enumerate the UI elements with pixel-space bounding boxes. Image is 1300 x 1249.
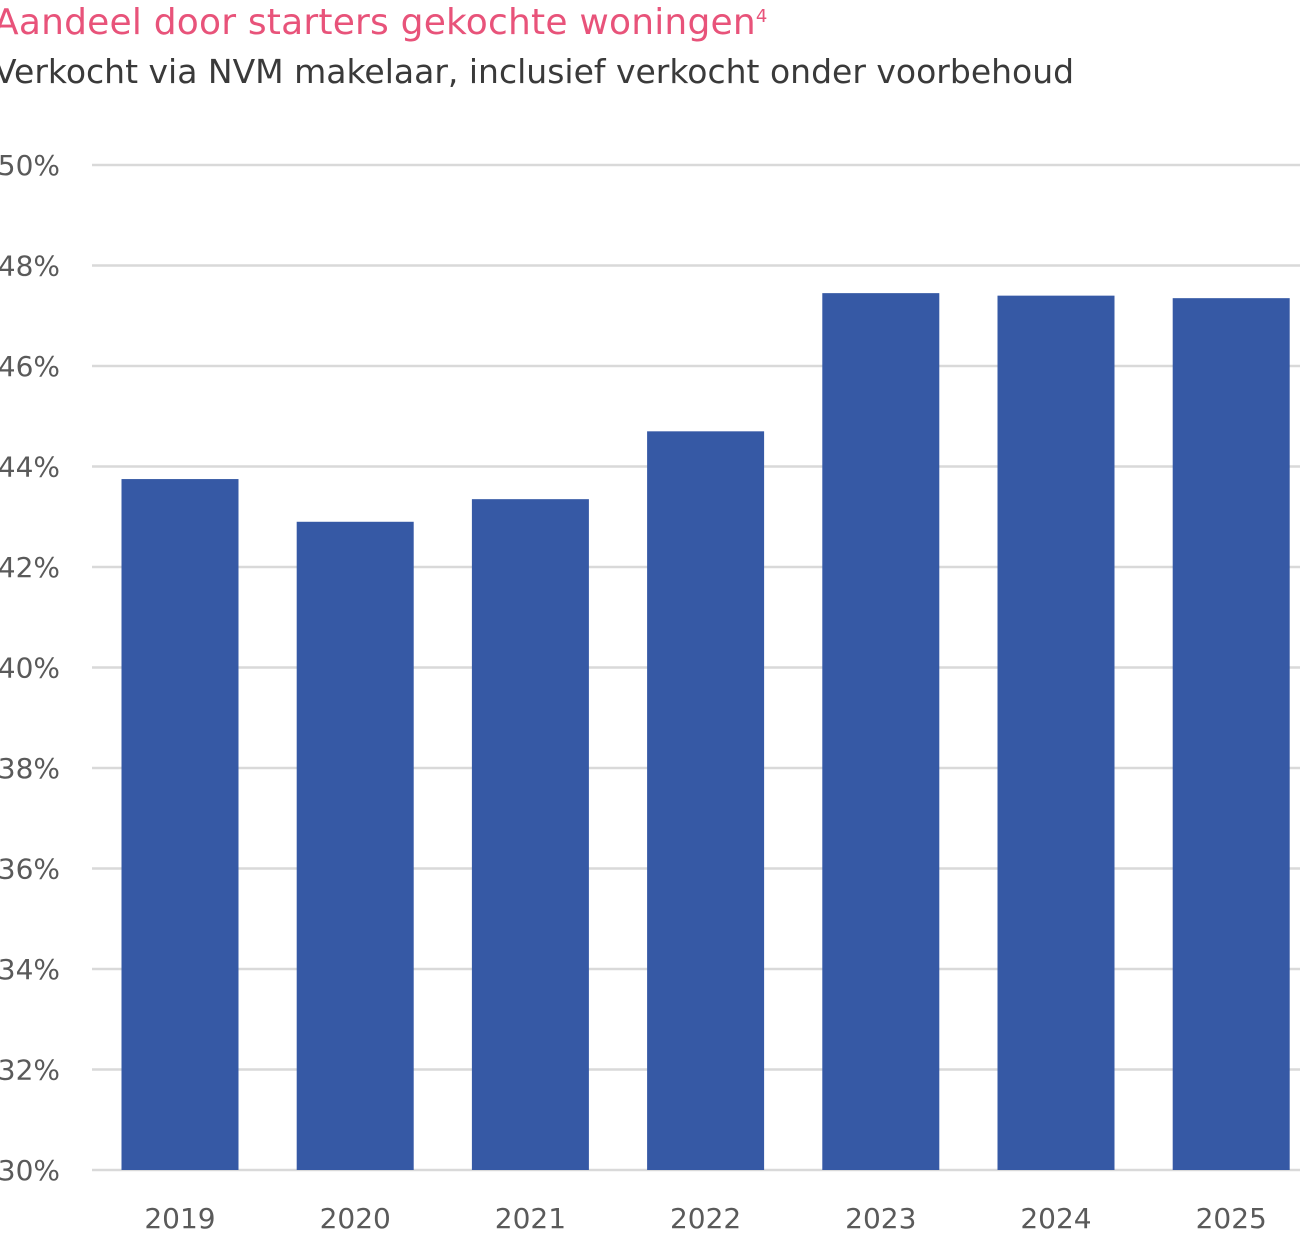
x-tick-label: 2025 <box>1196 1202 1267 1235</box>
bar-2020 <box>296 521 414 1170</box>
bar-2019 <box>121 479 239 1170</box>
title-footnote: 4 <box>755 6 768 27</box>
y-axis-ticks: 30% 32% 34% 36% 38% 40% 42% 44% 46% 48% 50% <box>0 149 60 1187</box>
chart-title: Aandeel door starters gekochte woningen4 <box>0 2 768 43</box>
x-axis-ticks: 2019 2020 2021 2022 2023 2024 2025 <box>144 1202 1266 1235</box>
bar-2022 <box>647 431 765 1170</box>
y-tick-label: 48% <box>0 250 60 283</box>
bars <box>121 293 1290 1171</box>
x-tick-label: 2024 <box>1020 1202 1091 1235</box>
bar-2023 <box>822 293 940 1170</box>
x-tick-label: 2023 <box>845 1202 916 1235</box>
y-tick-label: 34% <box>0 953 60 986</box>
y-tick-label: 46% <box>0 350 60 383</box>
x-tick-label: 2021 <box>495 1202 566 1235</box>
x-tick-label: 2022 <box>670 1202 741 1235</box>
chart-title-text: Aandeel door starters gekochte woningen <box>0 2 756 43</box>
y-tick-label: 30% <box>0 1154 60 1187</box>
bar-2025 <box>1172 298 1290 1171</box>
y-tick-label: 36% <box>0 853 60 886</box>
y-tick-label: 42% <box>0 551 60 584</box>
bar-2021 <box>471 499 589 1171</box>
y-tick-label: 38% <box>0 752 60 785</box>
bar-2024 <box>997 295 1115 1170</box>
y-tick-label: 40% <box>0 652 60 685</box>
x-tick-label: 2020 <box>320 1202 391 1235</box>
y-tick-label: 32% <box>0 1054 60 1087</box>
y-tick-label: 44% <box>0 451 60 484</box>
chart-subtitle: Verkocht via NVM makelaar, inclusief ver… <box>0 52 1075 91</box>
x-tick-label: 2019 <box>144 1202 215 1235</box>
y-tick-label: 50% <box>0 149 60 182</box>
